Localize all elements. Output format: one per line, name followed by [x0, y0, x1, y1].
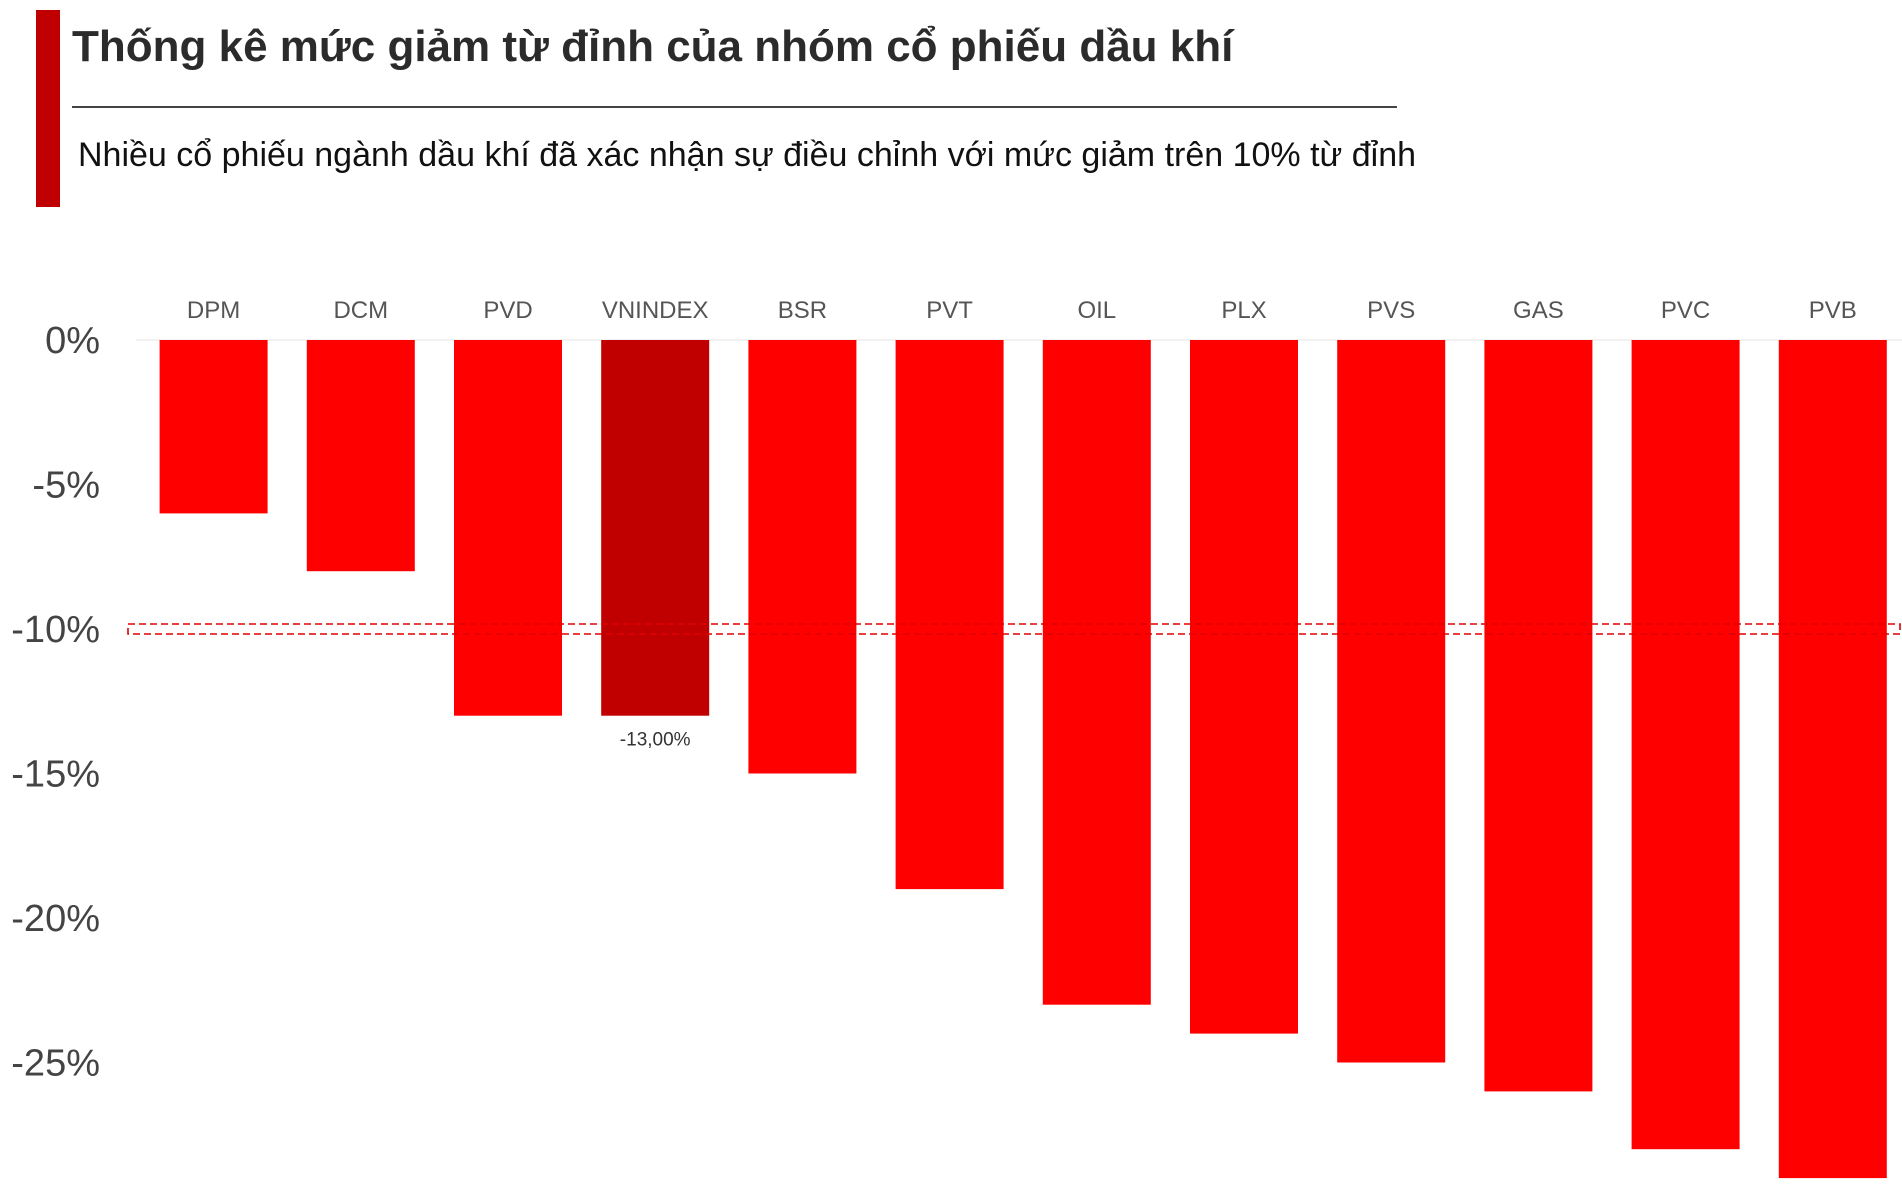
data-label: -13,00% [620, 730, 691, 751]
y-tick-label: -5% [32, 465, 100, 507]
bar-dpm [159, 340, 268, 514]
category-label: BSR [778, 297, 827, 324]
title-accent-bar [36, 10, 60, 207]
bar-plx [1190, 340, 1298, 1034]
category-label: PLX [1221, 297, 1266, 324]
chart-subtitle: Nhiều cổ phiếu ngành dầu khí đã xác nhận… [78, 136, 1417, 174]
category-label: PVS [1367, 297, 1415, 324]
bar-pvc [1631, 340, 1740, 1150]
bar-oil [1042, 340, 1151, 1005]
y-tick-label: 0% [45, 320, 100, 362]
title-divider [72, 106, 1397, 108]
bar-pvd [454, 340, 562, 716]
bar-gas [1484, 340, 1593, 1092]
category-label: PVD [483, 297, 532, 324]
bar-bsr [748, 340, 857, 774]
bar-vnindex [601, 340, 710, 716]
bar-pvb [1778, 340, 1887, 1179]
category-label: OIL [1077, 297, 1116, 324]
category-label: PVB [1809, 297, 1857, 324]
category-label: PVC [1661, 297, 1710, 324]
category-label: GAS [1513, 297, 1564, 324]
y-tick-label: -10% [11, 609, 100, 651]
chart-title: Thống kê mức giảm từ đỉnh của nhóm cổ ph… [72, 22, 1234, 71]
category-label: PVT [926, 297, 973, 324]
reference-line-10pct [127, 623, 1901, 635]
category-label: DPM [187, 297, 240, 324]
category-label: DCM [333, 297, 388, 324]
category-label: VNINDEX [602, 297, 709, 324]
y-tick-label: -20% [11, 898, 100, 940]
y-tick-label: -25% [11, 1043, 100, 1085]
bar-dcm [306, 340, 415, 572]
bar-pvs [1337, 340, 1446, 1063]
y-tick-label: -15% [11, 754, 100, 796]
bar-pvt [895, 340, 1004, 890]
